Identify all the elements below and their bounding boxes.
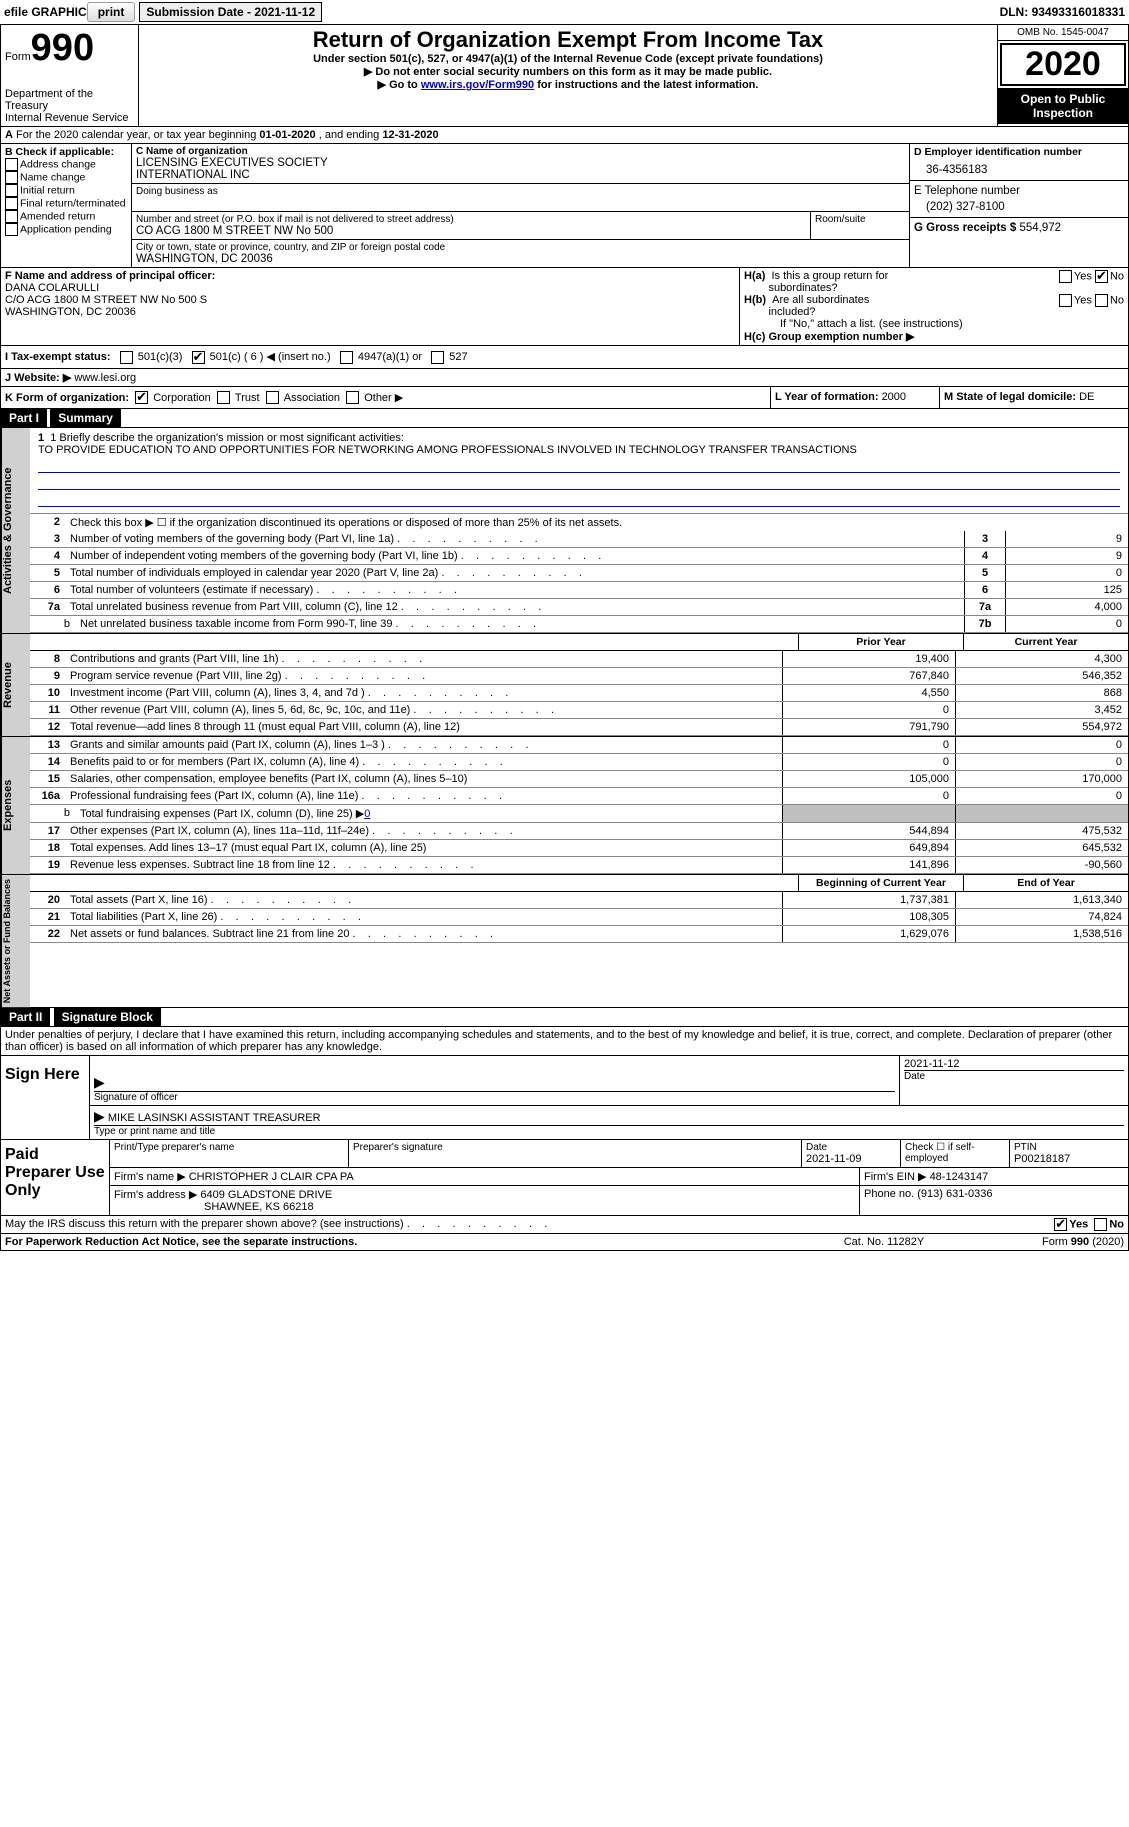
- side-netassets: Net Assets or Fund Balances: [1, 875, 30, 1007]
- side-revenue: Revenue: [1, 634, 30, 736]
- l4-val: 9: [1005, 548, 1128, 564]
- officer-name: DANA COLARULLI: [5, 282, 735, 294]
- header-right: OMB No. 1545-0047 2020 Open to PublicIns…: [997, 25, 1128, 126]
- form-header: Form990 Department of the Treasury Inter…: [0, 25, 1129, 127]
- col-h: H(a) Is this a group return for subordin…: [740, 268, 1128, 345]
- domicile: DE: [1079, 391, 1094, 403]
- discuss-yes[interactable]: [1054, 1218, 1067, 1231]
- page-footer: For Paperwork Reduction Act Notice, see …: [0, 1234, 1129, 1251]
- firm-addr2: SHAWNEE, KS 66218: [114, 1201, 855, 1213]
- ha-no[interactable]: [1095, 270, 1108, 283]
- telephone: (202) 327-8100: [914, 197, 1124, 213]
- street-address: CO ACG 1800 M STREET NW No 500: [136, 225, 806, 237]
- paid-preparer-label: Paid Preparer Use Only: [1, 1140, 110, 1215]
- l3-val: 9: [1005, 531, 1128, 547]
- firm-ein: 48-1243147: [930, 1171, 989, 1183]
- k-corp[interactable]: [135, 391, 148, 404]
- sig-date: 2021-11-12: [904, 1058, 1124, 1070]
- ha-yes[interactable]: [1059, 270, 1072, 283]
- l6-val: 125: [1005, 582, 1128, 598]
- side-expenses: Expenses: [1, 737, 30, 874]
- col-c: C Name of organization LICENSING EXECUTI…: [132, 144, 910, 267]
- header-mid: Return of Organization Exempt From Incom…: [139, 25, 997, 126]
- i-501c[interactable]: [192, 351, 205, 364]
- signature-section: Under penalties of perjury, I declare th…: [0, 1027, 1129, 1234]
- k-assoc[interactable]: [266, 391, 279, 404]
- row-a: A For the 2020 calendar year, or tax yea…: [0, 127, 1129, 144]
- ptin: P00218187: [1014, 1153, 1124, 1165]
- prep-date: 2021-11-09: [806, 1153, 896, 1165]
- i-527[interactable]: [431, 351, 444, 364]
- k-other[interactable]: [346, 391, 359, 404]
- print-button[interactable]: print: [87, 2, 136, 22]
- part1-title: Summary: [50, 409, 121, 427]
- part1-header-row: Part I Summary: [0, 409, 1129, 428]
- l7b-val: 0: [1005, 616, 1128, 632]
- part1-revenue: Revenue Prior Year Current Year 8Contrib…: [0, 634, 1129, 737]
- col-de: D Employer identification number 36-4356…: [910, 144, 1128, 267]
- firm-name: CHRISTOPHER J CLAIR CPA PA: [189, 1171, 354, 1183]
- sign-here-label: Sign Here: [1, 1056, 90, 1139]
- part2-tag: Part II: [1, 1008, 50, 1026]
- row-j: J Website: ▶ www.lesi.org: [0, 369, 1129, 387]
- part1-netassets: Net Assets or Fund Balances Beginning of…: [0, 875, 1129, 1008]
- l5-val: 0: [1005, 565, 1128, 581]
- declaration: Under penalties of perjury, I declare th…: [1, 1027, 1128, 1055]
- hb-yes[interactable]: [1059, 294, 1072, 307]
- officer-typed-name: MIKE LASINSKI ASSISTANT TREASURER: [108, 1112, 321, 1124]
- checkbox-final-return[interactable]: [5, 197, 18, 210]
- section-bcde: B Check if applicable: Address change Na…: [0, 144, 1129, 268]
- dln: DLN: 93493316018331: [1000, 5, 1125, 19]
- firm-addr1: 6409 GLADSTONE DRIVE: [200, 1189, 332, 1201]
- part2-header-row: Part II Signature Block: [0, 1008, 1129, 1027]
- row-klm: K Form of organization: Corporation Trus…: [0, 387, 1129, 410]
- efile-label: efile GRAPHIC: [4, 5, 87, 19]
- irs-link[interactable]: www.irs.gov/Form990: [421, 79, 534, 91]
- i-4947[interactable]: [340, 351, 353, 364]
- mission-text: TO PROVIDE EDUCATION TO AND OPPORTUNITIE…: [38, 444, 1120, 456]
- l7a-val: 4,000: [1005, 599, 1128, 615]
- row-i: I Tax-exempt status: 501(c)(3) 501(c) ( …: [0, 346, 1129, 369]
- org-name-1: LICENSING EXECUTIVES SOCIETY: [136, 157, 905, 169]
- row-fh: F Name and address of principal officer:…: [0, 268, 1129, 346]
- firm-phone: (913) 631-0336: [917, 1188, 992, 1200]
- part1-gov: Activities & Governance 1 1 Briefly desc…: [0, 428, 1129, 634]
- header-left: Form990 Department of the Treasury Inter…: [1, 25, 139, 126]
- col-f: F Name and address of principal officer:…: [1, 268, 740, 345]
- part1-tag: Part I: [1, 409, 47, 427]
- part1-expenses: Expenses 13Grants and similar amounts pa…: [0, 737, 1129, 875]
- checkbox-amended[interactable]: [5, 210, 18, 223]
- tax-year: 2020: [1000, 43, 1126, 86]
- i-501c3[interactable]: [120, 351, 133, 364]
- website: www.lesi.org: [71, 372, 136, 384]
- discuss-no[interactable]: [1094, 1218, 1107, 1231]
- submission-box: Submission Date - 2021-11-12: [139, 2, 322, 22]
- open-to-public: Open to PublicInspection: [998, 88, 1128, 124]
- org-name-2: INTERNATIONAL INC: [136, 169, 905, 181]
- form-title: Return of Organization Exempt From Incom…: [143, 27, 993, 53]
- side-governance: Activities & Governance: [1, 428, 30, 633]
- city-state-zip: WASHINGTON, DC 20036: [136, 253, 905, 265]
- top-bar: efile GRAPHIC print Submission Date - 20…: [0, 0, 1129, 25]
- checkbox-initial-return[interactable]: [5, 184, 18, 197]
- col-b: B Check if applicable: Address change Na…: [1, 144, 132, 267]
- k-trust[interactable]: [217, 391, 230, 404]
- part2-title: Signature Block: [54, 1008, 161, 1026]
- hb-no[interactable]: [1095, 294, 1108, 307]
- ein-value: 36-4356183: [914, 158, 1124, 176]
- checkbox-app-pending[interactable]: [5, 223, 18, 236]
- gross-receipts: 554,972: [1019, 222, 1061, 234]
- year-formation: 2000: [882, 391, 906, 403]
- checkbox-name-change[interactable]: [5, 171, 18, 184]
- checkbox-address-change[interactable]: [5, 158, 18, 171]
